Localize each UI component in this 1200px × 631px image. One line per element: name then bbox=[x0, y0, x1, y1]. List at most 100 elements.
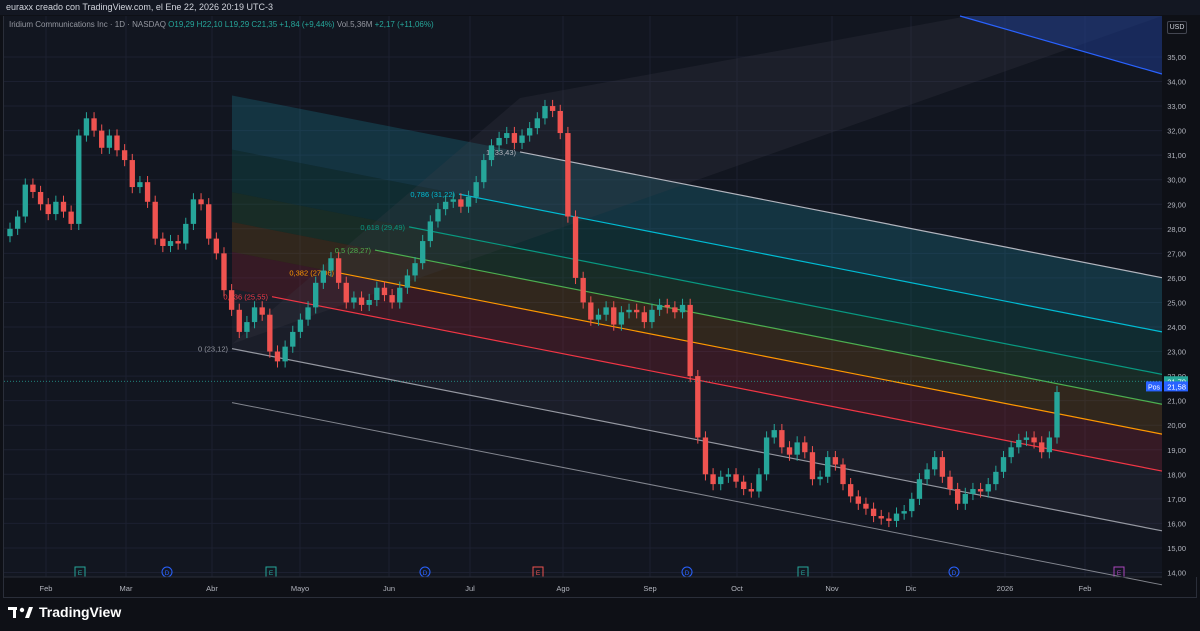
candle-body bbox=[954, 489, 961, 504]
ohlc-open: O19,29 bbox=[168, 20, 195, 29]
footer-bar bbox=[0, 598, 1200, 631]
y-tick-label: 31,00 bbox=[1167, 151, 1186, 160]
candle-body bbox=[672, 307, 678, 313]
event-label: D bbox=[165, 570, 170, 577]
y-tick-label: 27,00 bbox=[1167, 249, 1186, 258]
candle-body bbox=[183, 223, 189, 244]
fib-band bbox=[232, 251, 1162, 472]
fib-level-label: 1 (33,43) bbox=[486, 148, 517, 157]
candle-body bbox=[618, 312, 625, 325]
event-label: D bbox=[423, 570, 428, 577]
candle-body bbox=[656, 304, 663, 310]
candle-body bbox=[779, 430, 785, 448]
candle-body bbox=[465, 196, 472, 207]
fib-level-label: 0,382 (27,06) bbox=[289, 269, 334, 278]
candle-body bbox=[389, 295, 395, 303]
candle-body bbox=[603, 307, 609, 315]
y-tick-label: 32,00 bbox=[1167, 127, 1186, 136]
fib-level-line bbox=[374, 249, 1163, 405]
candle-body bbox=[435, 209, 441, 222]
symbol-name[interactable]: Iridium Communications Inc · 1D · NASDAQ bbox=[9, 20, 166, 29]
candle-body bbox=[1023, 437, 1030, 440]
y-tick-label: 28,00 bbox=[1167, 225, 1186, 234]
candle-body bbox=[1031, 437, 1037, 443]
y-tick-label: 19,00 bbox=[1167, 446, 1186, 455]
candle-body bbox=[1008, 447, 1014, 458]
position-label: Pos bbox=[1148, 384, 1161, 391]
tradingview-brand[interactable]: TradingView bbox=[8, 604, 121, 620]
fib-level-label: 0,618 (29,49) bbox=[360, 223, 405, 232]
candle-body bbox=[420, 241, 426, 264]
candle-body bbox=[695, 376, 701, 438]
candle-body bbox=[320, 270, 327, 283]
currency-button[interactable]: USD bbox=[1167, 21, 1187, 34]
candle-body bbox=[924, 469, 930, 480]
candle-body bbox=[404, 275, 411, 288]
candle-body bbox=[251, 307, 258, 323]
candle-body bbox=[328, 258, 334, 271]
candle-body bbox=[397, 287, 403, 303]
candle-body bbox=[702, 437, 709, 475]
candle-body bbox=[228, 290, 235, 310]
candle-body bbox=[527, 128, 533, 136]
candle-body bbox=[710, 474, 716, 485]
position-price-bg bbox=[1164, 381, 1188, 392]
event-label: E bbox=[1117, 570, 1122, 577]
candle-body bbox=[611, 307, 617, 325]
candle-body bbox=[832, 457, 839, 465]
fib-level-label: 0,5 (28,27) bbox=[335, 246, 372, 255]
candle-body bbox=[786, 447, 793, 455]
candle-body bbox=[901, 511, 907, 514]
candle-body bbox=[534, 118, 540, 129]
candle-body bbox=[290, 331, 296, 347]
candle-body bbox=[916, 479, 923, 499]
candle-body bbox=[190, 199, 197, 224]
fib-band bbox=[232, 222, 1162, 435]
candle-body bbox=[977, 489, 984, 492]
candle-body bbox=[985, 484, 991, 492]
candle-body bbox=[60, 201, 67, 212]
candle-body bbox=[473, 182, 479, 197]
candle-body bbox=[481, 160, 487, 183]
candle-body bbox=[358, 297, 365, 305]
candle-body bbox=[932, 457, 938, 470]
candle-body bbox=[633, 309, 640, 313]
chart-header: euraxx creado con TradingView.com, el En… bbox=[0, 0, 1200, 15]
candle-body bbox=[511, 133, 518, 143]
symbol-legend: Iridium Communications Inc · 1D · NASDAQ… bbox=[9, 20, 434, 29]
candle-body bbox=[725, 474, 732, 477]
candle-body bbox=[381, 287, 388, 296]
fib-level-label: 0 (23,12) bbox=[198, 345, 229, 354]
event-label: D bbox=[952, 570, 957, 577]
candle-body bbox=[863, 503, 869, 509]
candle-body bbox=[679, 304, 686, 313]
candle-body bbox=[909, 498, 915, 512]
candle-body bbox=[366, 299, 372, 305]
candle-body bbox=[970, 489, 976, 494]
candle-body bbox=[152, 201, 158, 239]
candle-body bbox=[114, 135, 120, 151]
event-label: E bbox=[801, 570, 806, 577]
y-tick-label: 34,00 bbox=[1167, 78, 1186, 87]
candle-body bbox=[83, 118, 90, 136]
candle-body bbox=[771, 430, 777, 438]
candle-body bbox=[45, 204, 51, 215]
x-tick-label: Sep bbox=[643, 584, 656, 593]
candle-body bbox=[305, 307, 311, 320]
candle-body bbox=[825, 457, 831, 477]
fib-level-line bbox=[408, 226, 1163, 375]
price-label-bg bbox=[1164, 376, 1188, 387]
candle-body bbox=[488, 145, 495, 161]
candle-body bbox=[649, 309, 655, 323]
fib-level-line bbox=[271, 296, 1163, 472]
position-label-bg bbox=[1146, 381, 1162, 392]
candle-body bbox=[748, 489, 754, 492]
candle-body bbox=[244, 322, 250, 332]
candle-body bbox=[30, 184, 36, 192]
candle-body bbox=[144, 182, 151, 202]
candle-body bbox=[496, 137, 502, 146]
price-change: +1,84 (+9,44%) bbox=[279, 20, 335, 29]
candle-body bbox=[840, 464, 846, 485]
event-label: E bbox=[536, 570, 541, 577]
